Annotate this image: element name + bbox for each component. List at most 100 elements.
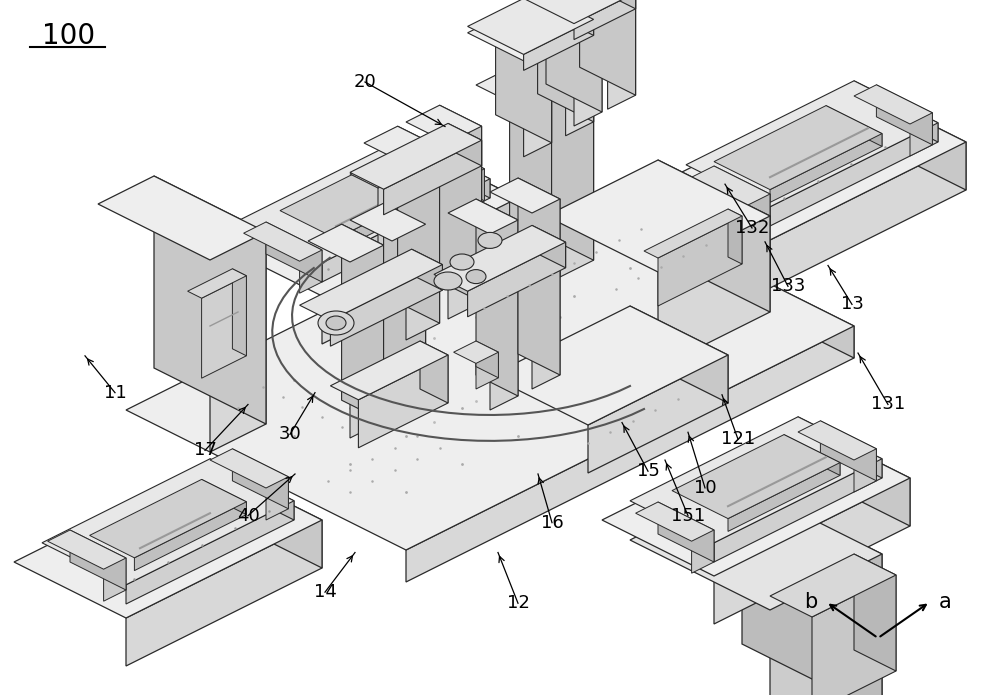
- Polygon shape: [134, 502, 246, 571]
- Ellipse shape: [434, 272, 462, 290]
- Polygon shape: [48, 530, 126, 569]
- Polygon shape: [350, 245, 384, 438]
- Polygon shape: [630, 417, 882, 543]
- Polygon shape: [490, 178, 560, 213]
- Text: 132: 132: [735, 219, 769, 237]
- Polygon shape: [468, 242, 566, 317]
- Polygon shape: [300, 250, 322, 293]
- Polygon shape: [476, 68, 552, 106]
- Ellipse shape: [326, 316, 346, 330]
- Polygon shape: [728, 209, 742, 264]
- Polygon shape: [532, 225, 566, 268]
- Polygon shape: [644, 209, 742, 258]
- Polygon shape: [406, 142, 518, 246]
- Polygon shape: [434, 225, 566, 291]
- Polygon shape: [658, 216, 742, 306]
- Text: 133: 133: [771, 277, 805, 295]
- Polygon shape: [468, 0, 594, 54]
- Polygon shape: [714, 459, 882, 562]
- Polygon shape: [126, 186, 854, 550]
- Polygon shape: [770, 133, 882, 202]
- Polygon shape: [518, 178, 560, 375]
- Polygon shape: [630, 484, 882, 610]
- Polygon shape: [770, 554, 896, 617]
- Polygon shape: [608, 0, 636, 109]
- Polygon shape: [876, 85, 932, 145]
- Polygon shape: [322, 198, 518, 344]
- Polygon shape: [574, 16, 602, 126]
- Polygon shape: [854, 81, 938, 142]
- Polygon shape: [188, 269, 246, 298]
- Polygon shape: [428, 141, 484, 201]
- Polygon shape: [406, 141, 484, 180]
- Polygon shape: [42, 459, 294, 584]
- Polygon shape: [104, 558, 126, 601]
- Polygon shape: [412, 250, 442, 291]
- Ellipse shape: [466, 270, 486, 284]
- Polygon shape: [238, 137, 490, 263]
- Polygon shape: [90, 480, 246, 558]
- Polygon shape: [400, 128, 470, 163]
- Polygon shape: [392, 224, 426, 417]
- Polygon shape: [266, 477, 288, 520]
- Polygon shape: [552, 0, 636, 13]
- Polygon shape: [510, 68, 552, 281]
- Polygon shape: [210, 142, 518, 296]
- Polygon shape: [518, 0, 636, 24]
- Polygon shape: [510, 0, 594, 40]
- Polygon shape: [462, 169, 484, 212]
- Polygon shape: [428, 142, 470, 259]
- Polygon shape: [448, 126, 482, 319]
- Polygon shape: [202, 276, 246, 378]
- Polygon shape: [798, 422, 910, 526]
- Polygon shape: [280, 154, 448, 238]
- Text: 20: 20: [354, 73, 376, 91]
- Polygon shape: [378, 167, 420, 284]
- Text: 131: 131: [871, 395, 905, 414]
- Polygon shape: [714, 166, 770, 226]
- Polygon shape: [524, 19, 594, 70]
- Polygon shape: [406, 137, 490, 198]
- Text: 100: 100: [42, 22, 95, 50]
- Ellipse shape: [478, 232, 502, 248]
- Text: b: b: [804, 592, 818, 612]
- Polygon shape: [490, 306, 728, 425]
- Polygon shape: [854, 554, 896, 671]
- Polygon shape: [406, 105, 482, 143]
- Polygon shape: [672, 434, 840, 518]
- Polygon shape: [350, 124, 482, 189]
- Polygon shape: [692, 530, 714, 573]
- Polygon shape: [442, 128, 470, 238]
- Polygon shape: [476, 352, 498, 389]
- Polygon shape: [232, 449, 288, 509]
- Polygon shape: [384, 203, 426, 400]
- Polygon shape: [770, 554, 882, 695]
- Polygon shape: [232, 269, 246, 356]
- Polygon shape: [538, 0, 594, 122]
- Polygon shape: [854, 449, 876, 492]
- Text: 10: 10: [694, 479, 716, 497]
- Polygon shape: [406, 326, 854, 582]
- Polygon shape: [798, 417, 882, 478]
- Polygon shape: [126, 520, 322, 666]
- Text: 40: 40: [237, 507, 259, 525]
- Polygon shape: [364, 126, 440, 164]
- Polygon shape: [588, 355, 728, 473]
- Polygon shape: [476, 341, 498, 378]
- Polygon shape: [658, 86, 966, 240]
- Polygon shape: [728, 463, 840, 532]
- Polygon shape: [602, 422, 910, 576]
- Polygon shape: [342, 224, 384, 421]
- Polygon shape: [496, 19, 552, 142]
- Polygon shape: [210, 449, 288, 488]
- Polygon shape: [714, 478, 910, 624]
- Polygon shape: [336, 183, 448, 252]
- Ellipse shape: [450, 254, 474, 270]
- Polygon shape: [686, 81, 938, 207]
- Polygon shape: [420, 341, 448, 403]
- Polygon shape: [630, 306, 728, 403]
- Polygon shape: [210, 232, 266, 452]
- Polygon shape: [126, 501, 294, 604]
- Polygon shape: [692, 166, 770, 205]
- Polygon shape: [546, 0, 602, 112]
